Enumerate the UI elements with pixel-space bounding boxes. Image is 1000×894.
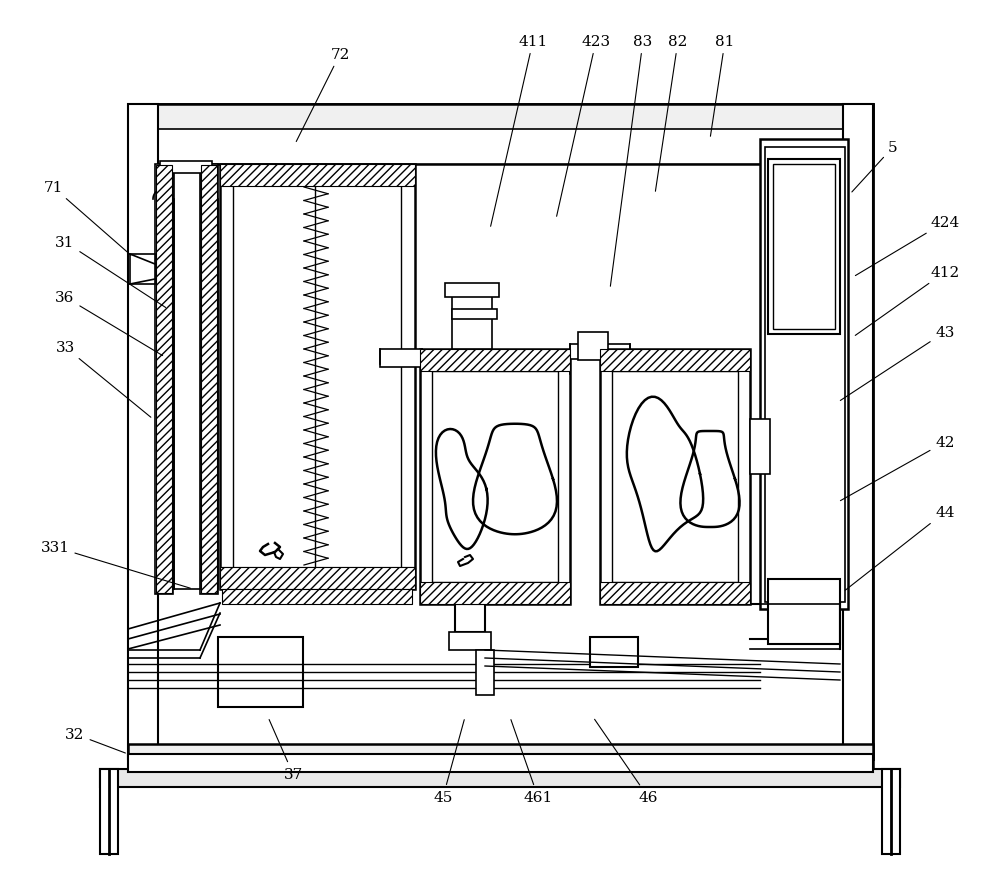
Bar — [768, 579, 840, 645]
Text: 36: 36 — [55, 291, 163, 356]
Text: 412: 412 — [855, 266, 960, 336]
Bar — [455, 604, 485, 632]
Bar — [476, 650, 494, 696]
Bar — [128, 105, 873, 759]
Text: 82: 82 — [655, 35, 688, 192]
Bar — [220, 164, 415, 187]
Bar — [600, 582, 750, 604]
Bar — [160, 162, 212, 173]
Bar — [220, 568, 415, 589]
Bar — [220, 164, 415, 589]
Bar — [420, 582, 570, 604]
Text: 32: 32 — [65, 727, 125, 753]
Bar — [308, 589, 322, 603]
Text: 424: 424 — [855, 215, 960, 276]
Text: 46: 46 — [595, 720, 658, 804]
Bar — [420, 350, 570, 372]
Bar — [155, 130, 850, 164]
Text: 72: 72 — [296, 48, 350, 142]
Text: 5: 5 — [852, 141, 898, 193]
Text: 411: 411 — [491, 35, 548, 227]
Bar — [233, 164, 401, 589]
Bar — [201, 165, 217, 594]
Text: 37: 37 — [269, 720, 303, 781]
Bar — [100, 769, 118, 854]
Bar — [578, 333, 608, 360]
Bar — [773, 164, 835, 330]
Text: 33: 33 — [55, 341, 151, 417]
Bar — [882, 769, 900, 854]
Bar — [128, 105, 873, 164]
Bar — [452, 288, 492, 350]
Text: 43: 43 — [840, 325, 955, 401]
Bar — [570, 344, 630, 359]
Bar — [445, 283, 499, 298]
Text: 44: 44 — [845, 505, 955, 591]
Bar — [218, 637, 303, 707]
Text: 331: 331 — [41, 540, 190, 588]
Bar — [768, 160, 840, 334]
Text: 71: 71 — [43, 181, 131, 256]
Bar — [449, 632, 491, 650]
Bar — [100, 769, 900, 787]
Text: 81: 81 — [710, 35, 735, 137]
Bar — [765, 148, 845, 603]
Bar — [130, 255, 155, 284]
Text: 461: 461 — [511, 720, 553, 804]
Bar — [156, 165, 172, 594]
Bar — [200, 164, 218, 595]
Text: 31: 31 — [55, 236, 166, 308]
Bar — [128, 744, 873, 769]
Bar — [612, 372, 738, 582]
Bar — [128, 755, 873, 772]
Bar — [600, 350, 750, 604]
Bar — [590, 637, 638, 667]
Bar — [174, 170, 200, 589]
Text: 45: 45 — [433, 720, 464, 804]
Bar — [222, 589, 412, 604]
Bar — [155, 164, 173, 595]
Bar — [220, 568, 415, 589]
Bar — [380, 350, 422, 367]
Bar — [420, 350, 570, 604]
Bar — [128, 105, 158, 759]
Bar — [600, 350, 750, 372]
Bar — [452, 309, 497, 320]
Bar — [843, 105, 873, 759]
Text: 83: 83 — [610, 35, 653, 287]
Text: 423: 423 — [557, 35, 611, 217]
Bar — [750, 419, 770, 475]
Bar — [432, 372, 558, 582]
Bar — [760, 139, 848, 610]
Text: 42: 42 — [840, 435, 955, 501]
